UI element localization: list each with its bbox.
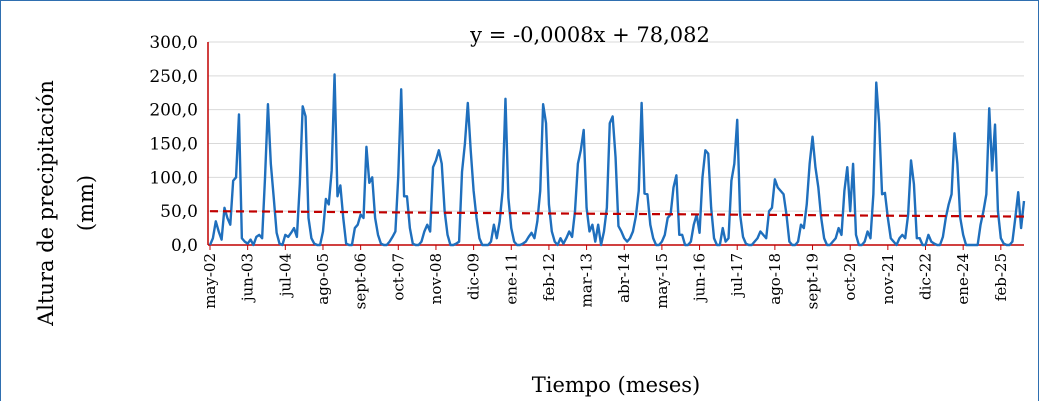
x-axis-title: Tiempo (meses) — [532, 373, 701, 397]
y-tick-label: 50,0 — [160, 202, 198, 222]
x-tick-label: dic-22 — [917, 253, 935, 300]
x-tick-label: jun-16 — [691, 253, 709, 303]
x-tick-label: jun-03 — [239, 253, 257, 303]
x-tick-label: oct-07 — [389, 253, 407, 301]
x-tick-label: nov-21 — [879, 253, 897, 304]
y-tick-label: 200,0 — [149, 101, 198, 121]
x-tick-label: jul-17 — [728, 253, 746, 298]
y-tick-label: 100,0 — [149, 168, 198, 188]
y-tick-label: 150,0 — [149, 135, 198, 155]
x-tick-label: ene-11 — [502, 253, 520, 305]
x-tick-label: dic-09 — [465, 253, 483, 300]
x-tick-label: may-15 — [653, 253, 671, 309]
x-tick-label: may-02 — [201, 253, 219, 309]
trend-line — [209, 210, 1025, 218]
x-tick-label: ago-18 — [766, 253, 784, 305]
x-axis-ticks: may-02 jun-03 jul-04 ago-05 sept-06 oct-07 nov… — [201, 245, 1010, 309]
precipitation-series-line — [208, 73, 1026, 247]
x-tick-label: ene-24 — [954, 253, 972, 305]
x-tick-label: jul-04 — [276, 253, 294, 298]
x-tick-label: feb-12 — [540, 253, 558, 301]
y-tick-label: 300,0 — [149, 33, 198, 53]
y-axis-ticks: 0,0 50,0 100,0 150,0 200,0 250,0 300,0 — [149, 33, 198, 256]
x-tick-label: oct-20 — [841, 253, 859, 301]
x-tick-label: ago-05 — [314, 253, 332, 305]
x-tick-label: mar-13 — [578, 253, 596, 308]
y-axis-title-line2: (mm) — [74, 175, 98, 231]
trendline-equation: y = -0,0008x + 78,082 — [469, 23, 710, 47]
x-tick-label: feb-25 — [992, 253, 1010, 301]
y-tick-label: 250,0 — [149, 67, 198, 87]
x-tick-label: nov-08 — [427, 253, 445, 304]
x-tick-label: sept-06 — [352, 253, 370, 309]
x-tick-label: sept-19 — [804, 253, 822, 309]
x-tick-label: abr-14 — [615, 253, 633, 303]
y-tick-label: 0,0 — [171, 236, 198, 256]
y-axis-title-line1: Altura de precipitación — [34, 80, 58, 327]
